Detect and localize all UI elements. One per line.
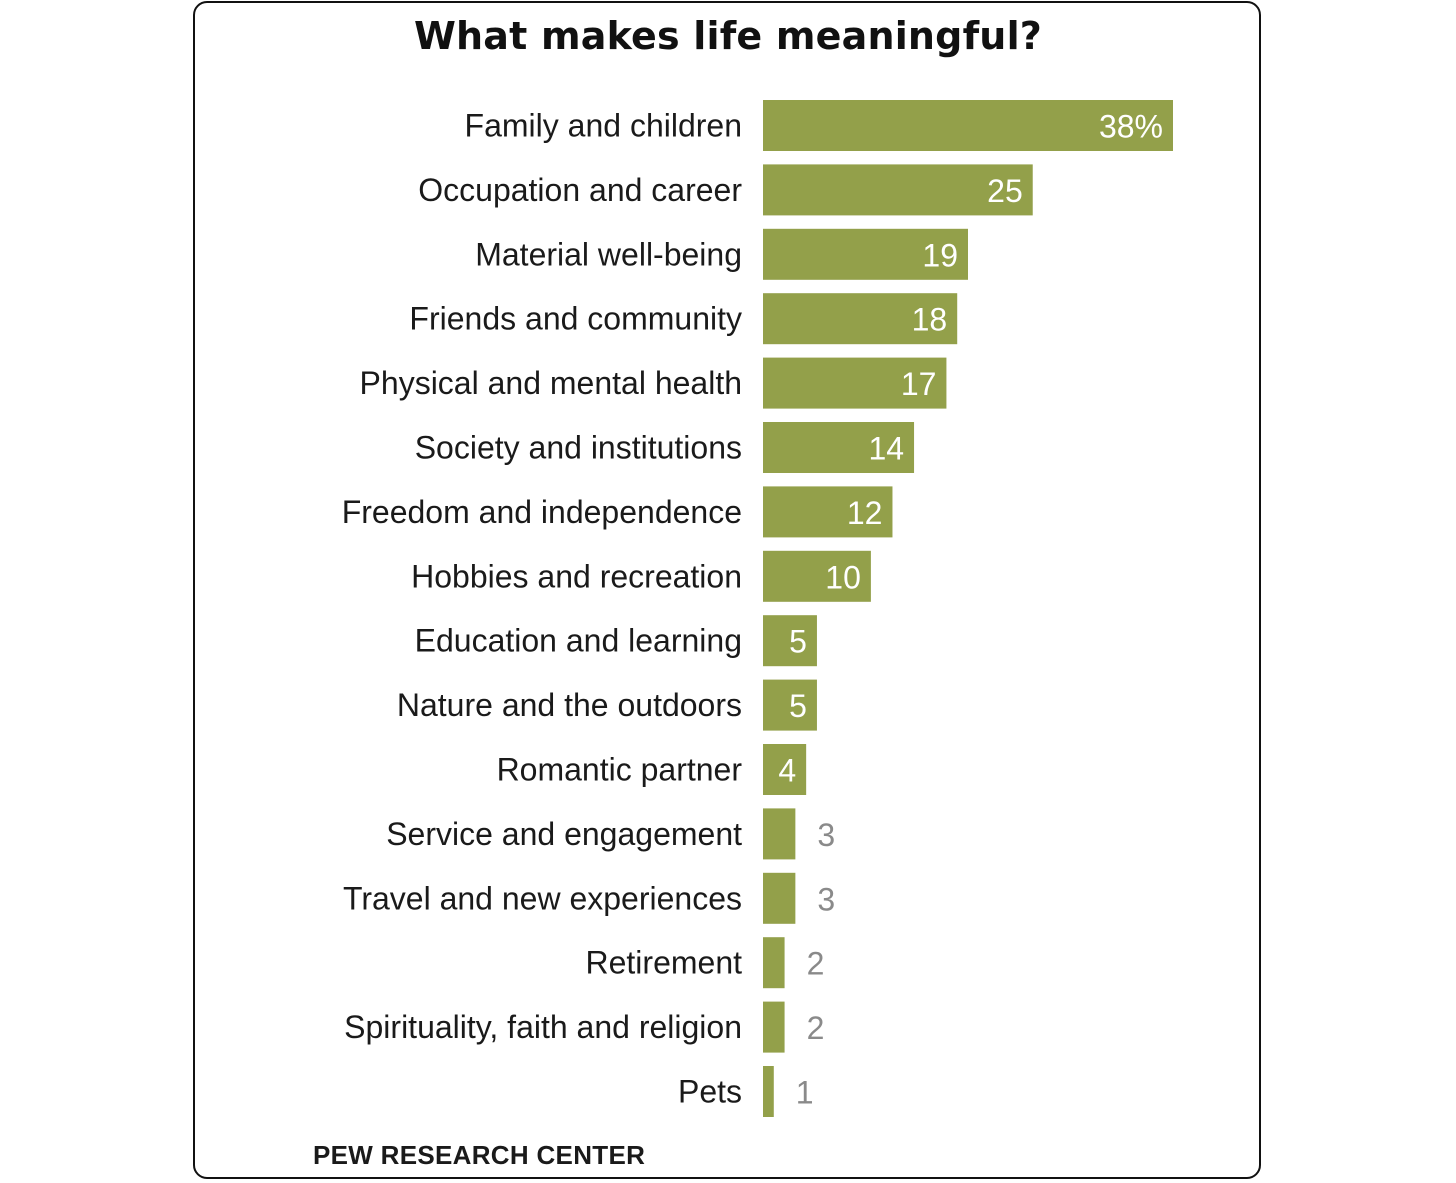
bar bbox=[763, 744, 807, 795]
category-label: Retirement bbox=[586, 945, 743, 981]
bar bbox=[763, 486, 893, 538]
bar bbox=[763, 228, 968, 280]
value-label: 10 bbox=[825, 559, 861, 595]
category-label: Education and learning bbox=[415, 623, 742, 659]
value-label: 14 bbox=[868, 431, 904, 467]
category-label: Travel and new experiences bbox=[343, 880, 742, 916]
value-label: 38% bbox=[1099, 109, 1163, 145]
bar bbox=[763, 808, 796, 860]
value-label: 5 bbox=[789, 688, 807, 724]
value-label: 12 bbox=[847, 495, 883, 531]
value-label: 5 bbox=[789, 624, 807, 660]
category-label: Service and engagement bbox=[386, 816, 742, 852]
category-label: Spirituality, faith and religion bbox=[344, 1009, 742, 1045]
category-label: Family and children bbox=[465, 108, 742, 144]
value-label: 18 bbox=[912, 302, 948, 338]
bar bbox=[763, 1066, 774, 1117]
bar bbox=[763, 357, 947, 409]
bar bbox=[763, 100, 1173, 151]
bar bbox=[763, 937, 785, 989]
category-label: Material well-being bbox=[475, 236, 742, 272]
category-label: Occupation and career bbox=[418, 172, 742, 208]
category-label: Friends and community bbox=[409, 301, 742, 337]
category-label: Physical and mental health bbox=[360, 365, 742, 401]
category-label: Pets bbox=[678, 1074, 742, 1110]
category-label: Romantic partner bbox=[497, 752, 743, 788]
value-label: 2 bbox=[807, 946, 825, 982]
value-label: 25 bbox=[987, 173, 1023, 209]
value-label: 17 bbox=[901, 366, 937, 402]
chart-title: What makes life meaningful? bbox=[413, 14, 1043, 58]
value-label: 2 bbox=[807, 1010, 825, 1046]
value-label: 19 bbox=[922, 237, 958, 273]
value-label: 3 bbox=[817, 817, 835, 853]
source-credit: PEW RESEARCH CENTER bbox=[313, 1140, 646, 1170]
bar bbox=[763, 1001, 785, 1053]
value-label: 3 bbox=[817, 881, 835, 917]
bar bbox=[763, 293, 958, 345]
value-label: 1 bbox=[796, 1075, 814, 1111]
category-label: Nature and the outdoors bbox=[397, 687, 742, 723]
bar bbox=[763, 872, 796, 924]
bar bbox=[763, 615, 817, 667]
category-label: Freedom and independence bbox=[342, 494, 742, 530]
bar bbox=[763, 550, 871, 602]
chart-frame bbox=[193, 1, 1261, 1179]
value-label: 4 bbox=[778, 753, 796, 789]
bar bbox=[763, 679, 817, 731]
category-label: Hobbies and recreation bbox=[411, 558, 742, 594]
bar bbox=[763, 164, 1033, 216]
bar bbox=[763, 422, 915, 473]
category-label: Society and institutions bbox=[415, 430, 742, 466]
